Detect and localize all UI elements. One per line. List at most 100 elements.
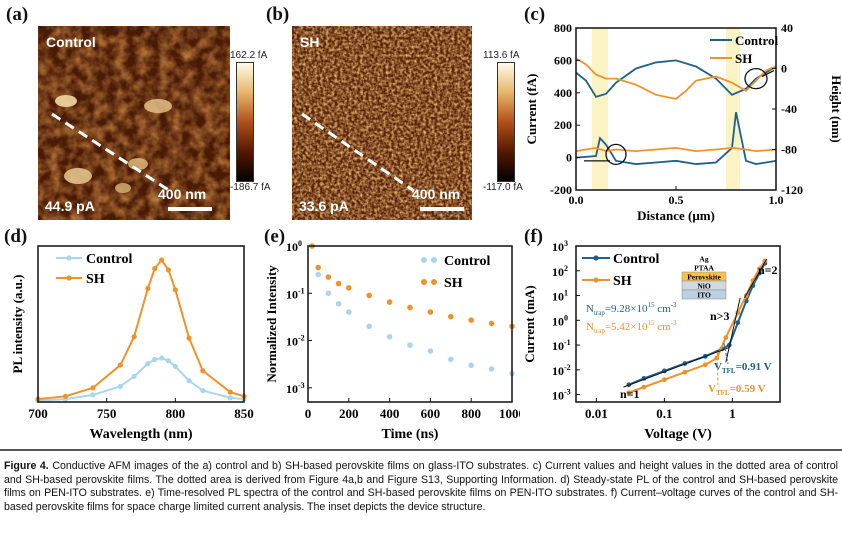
afm-b-sample-name: SH: [300, 34, 320, 50]
series-control-point: [131, 373, 137, 380]
series-control-point: [468, 362, 474, 369]
series-control-point: [407, 342, 413, 348]
ntrap-sh-label: Ntrap=5.42×1015 cm-3: [586, 319, 677, 335]
series-sh-height-line: [575, 57, 777, 100]
y-tick-label: 0: [566, 151, 572, 165]
afm-texture-sh: [292, 26, 472, 220]
y-tick-label: 600: [554, 53, 572, 67]
y2-axis-label: Height (nm): [829, 75, 842, 143]
x-tick-label: 850: [234, 406, 254, 421]
series-sh-point: [200, 368, 206, 374]
series-sh-point: [714, 355, 720, 361]
series-control-current-line: [575, 112, 777, 166]
series-sh-point: [346, 285, 352, 291]
series-sh-point: [488, 320, 495, 327]
series-control-height-line: [575, 59, 777, 98]
legend-sh-marker: [593, 277, 599, 283]
series-sh-point: [641, 384, 647, 390]
fit-line-n1: [623, 346, 730, 388]
series-sh-point: [448, 313, 454, 320]
caption-divider: [0, 449, 842, 451]
highlight-band-0: [592, 28, 608, 190]
y-tick-label: 10-3: [552, 388, 571, 403]
series-sh-point: [117, 362, 123, 368]
series-sh-point: [90, 385, 96, 391]
plot-frame: [307, 245, 513, 403]
y-tick-label: 10-3: [286, 381, 305, 396]
y-tick-label: 100: [552, 313, 568, 328]
afm-a-scale-label: 400 nm: [158, 186, 207, 202]
afm-b-scale-bar: [420, 207, 464, 211]
caption-label: Figure 4.: [4, 460, 49, 472]
series-sh-point: [427, 309, 434, 315]
series-control-point: [145, 361, 151, 367]
afm-image-sh: SH 33.6 pA 400 nm: [292, 26, 472, 220]
series-sh-point: [186, 335, 192, 341]
series-control-point: [152, 356, 158, 362]
y-tick-label: 100: [286, 240, 302, 254]
series-sh-point: [682, 369, 688, 375]
series-control-line: [37, 356, 245, 402]
series-sh-point: [172, 287, 178, 293]
afm-a-colorbar: [236, 62, 254, 182]
series-control-point: [335, 300, 342, 307]
x-tick-label: 0.0: [569, 193, 584, 207]
series-sh-point: [468, 317, 474, 323]
series-control-point: [427, 348, 434, 354]
device-layer-label: Perovskite: [687, 273, 721, 282]
series-control-point: [159, 355, 165, 361]
series-control-point: [227, 395, 233, 401]
x-tick-label: 800: [461, 406, 481, 421]
series-sh-point: [662, 377, 667, 383]
y2-tick-label: -40: [781, 102, 797, 116]
x-axis-label: Voltage (V): [644, 427, 712, 442]
afm-a-cbar-min: -186.7 fA: [230, 182, 271, 193]
series-sh-point: [315, 264, 321, 271]
vtfl-control-label: VTFL=0.91 V: [714, 361, 772, 375]
afm-b-cbar-min: -117.0 fA: [483, 182, 523, 193]
y2-tick-label: -120: [781, 183, 803, 197]
y-tick-label: 103: [552, 240, 568, 254]
series-sh-point: [159, 257, 165, 263]
slope-n1-label: n=1: [620, 387, 640, 401]
legend-sh-label: SH: [735, 51, 752, 66]
series-sh-point: [325, 274, 332, 280]
legend-sh-label: SH: [613, 274, 632, 289]
y-axis-label: Current (fA): [524, 74, 539, 145]
panel-a-label: (a): [6, 4, 29, 25]
x-tick-label: 750: [97, 406, 117, 421]
legend-sh-marker: [431, 279, 437, 285]
fit-line-n2: [743, 258, 768, 299]
legend-sh-marker: [421, 279, 427, 285]
panel-b-label: (b): [266, 4, 290, 25]
series-control-point: [165, 358, 172, 364]
x-axis-label: Time (ns): [382, 427, 439, 442]
device-layer-label: ITO: [697, 291, 711, 300]
x-tick-label: 0.01: [585, 406, 608, 421]
panel-d-label: (d): [4, 226, 28, 247]
y-tick-label: 102: [552, 264, 568, 279]
legend-sh-marker: [66, 275, 72, 281]
x-tick-label: 400: [380, 406, 400, 421]
panel-e-label: (e): [264, 226, 286, 247]
plot-frame: [575, 245, 781, 403]
afm-b-cbar-max: 113.6 fA: [483, 50, 520, 61]
series-control-point: [172, 363, 178, 370]
slope-n2-label: n=2: [758, 263, 778, 277]
y-tick-label: 200: [554, 118, 572, 132]
series-sh-point: [386, 299, 393, 305]
fit-line-n3: [725, 297, 741, 363]
x-tick-label: 0.1: [656, 406, 672, 421]
legend-control-label: Control: [613, 252, 660, 267]
device-layer-ptaa: [682, 263, 726, 272]
x-tick-label: 200: [339, 406, 359, 421]
series-sh-line: [37, 258, 245, 401]
y-tick-label: 400: [554, 86, 572, 100]
slope-n3-label: n>3: [710, 309, 730, 323]
series-sh-point: [145, 285, 151, 291]
x-tick-label: 700: [28, 406, 48, 421]
legend-control-marker: [431, 257, 437, 263]
chart-f: 10-3 10-2 10-1 100 101 102 103 0.01 0.1 1 Voltage …: [522, 240, 781, 442]
legend-control-marker: [593, 255, 599, 261]
